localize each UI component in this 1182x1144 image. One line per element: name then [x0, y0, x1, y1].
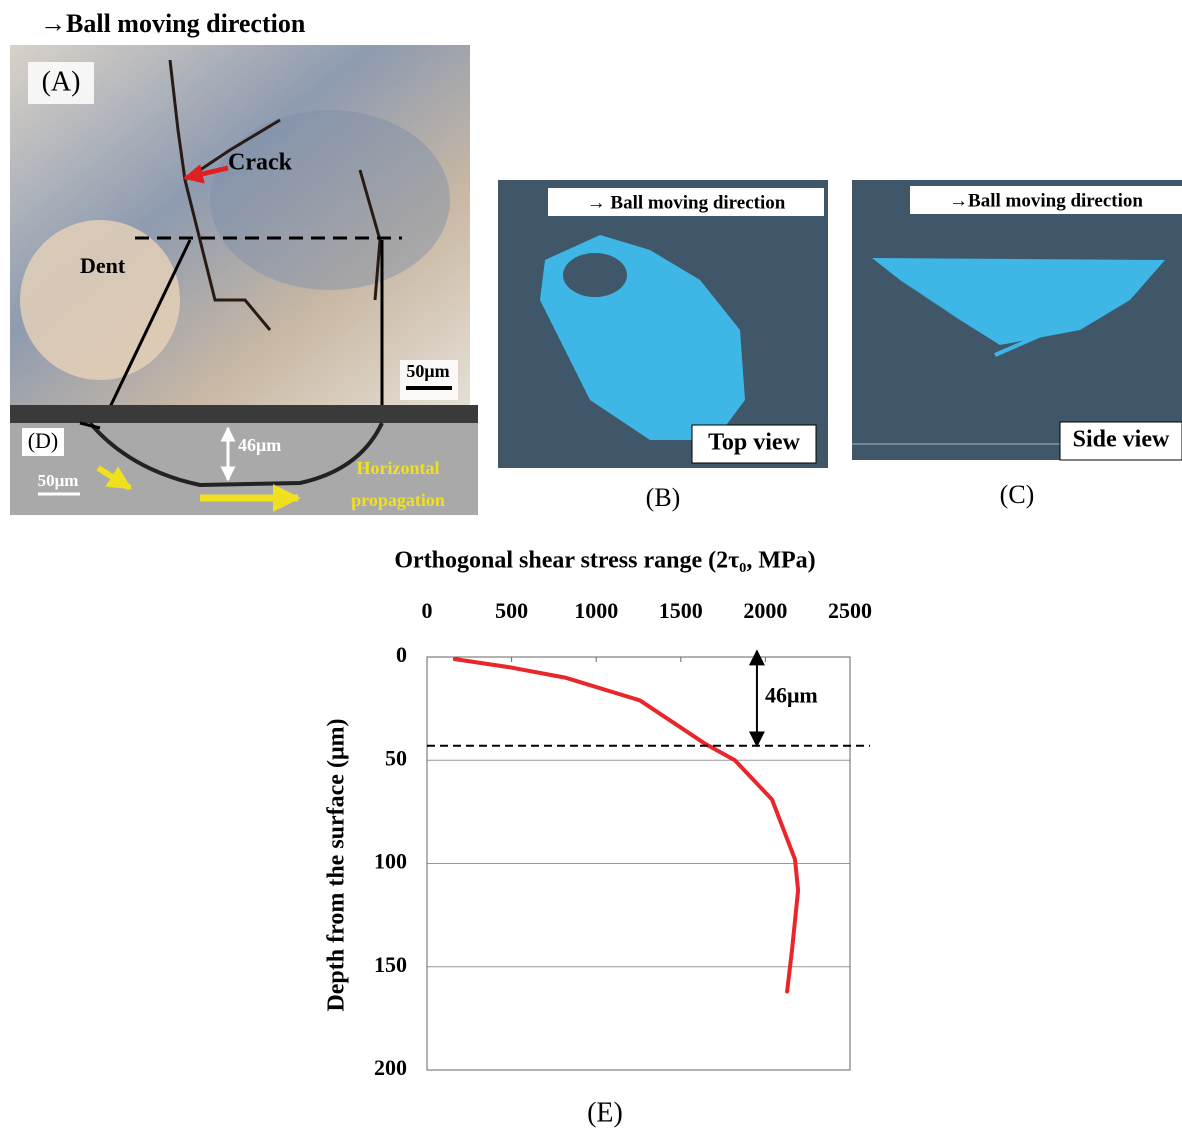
panel-label: (B): [646, 483, 681, 512]
x-tick-label: 500: [495, 598, 528, 623]
y-tick-label: 150: [374, 952, 407, 977]
x-tick-label: 2000: [743, 598, 787, 623]
panel-label: (D): [28, 428, 59, 453]
propagation-label: Horizontal: [357, 458, 440, 478]
surface-layer: [10, 405, 478, 423]
panel-a: →Ball moving direction (A) Crack Dent 50…: [10, 9, 470, 428]
crack-label: Crack: [228, 150, 293, 176]
y-axis-label: Depth from the surface (μm): [324, 718, 350, 1011]
depth-label: 46μm: [238, 435, 281, 455]
x-tick-label: 0: [422, 598, 433, 623]
texture: [210, 110, 450, 290]
y-tick-label: 50: [385, 745, 407, 770]
y-tick-label: 100: [374, 849, 407, 874]
dent-region: [20, 220, 180, 380]
view-label: Side view: [1073, 427, 1170, 453]
figure: →Ball moving direction (A) Crack Dent 50…: [0, 0, 1182, 1144]
panel-d: (D) 46μm 50μm Horizontal propagation: [10, 405, 478, 515]
y-tick-label: 0: [396, 642, 407, 667]
chart-title: Orthogonal shear stress range (2τ₀, MPa): [394, 548, 815, 574]
panel-c: →Ball moving direction Side view (C): [852, 180, 1182, 509]
render-hole: [563, 253, 627, 297]
propagation-label: propagation: [351, 490, 445, 510]
panel-label: (A): [42, 66, 81, 97]
view-label: Top view: [708, 430, 800, 456]
annotation: 46μm: [765, 682, 818, 707]
scale-label: 50μm: [406, 361, 449, 381]
panel-label: (C): [1000, 480, 1035, 509]
panel-header: →Ball moving direction: [949, 190, 1143, 211]
panel-b: → Ball moving direction Top view (B): [498, 180, 828, 512]
panel-header: →Ball moving direction: [40, 9, 306, 38]
chart: Orthogonal shear stress range (2τ₀, MPa)…: [324, 548, 873, 1129]
dent-label: Dent: [80, 253, 126, 278]
data-line: [455, 659, 798, 991]
x-tick-label: 2500: [828, 598, 872, 623]
x-tick-label: 1500: [659, 598, 703, 623]
y-tick-label: 200: [374, 1055, 407, 1080]
panel-header: → Ball moving direction: [587, 192, 786, 213]
panel-label: (E): [587, 1097, 623, 1128]
x-tick-label: 1000: [574, 598, 618, 623]
scale-label: 50μm: [38, 471, 79, 490]
